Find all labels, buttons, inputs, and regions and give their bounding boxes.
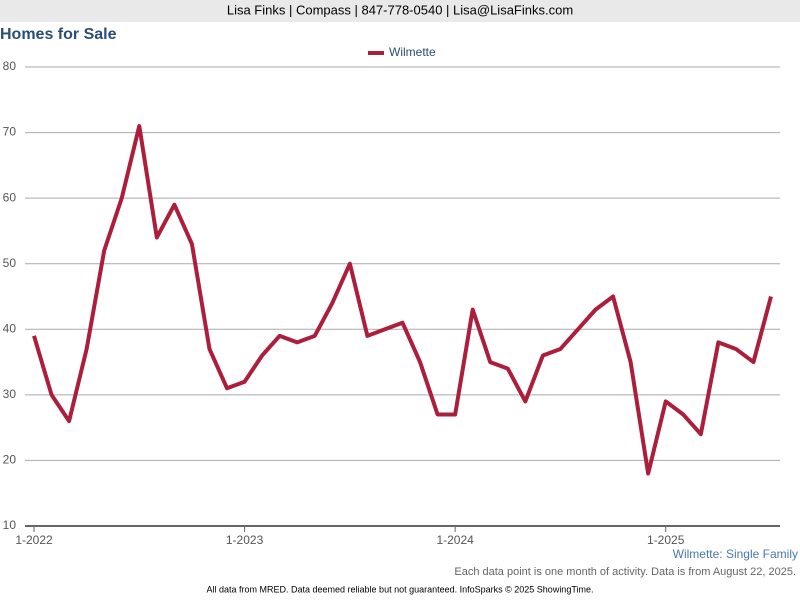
x-tick-label: 1-2023 [226,533,264,547]
x-tick-label: 1-2024 [436,533,474,547]
footer: All data from MRED. Data deemed reliable… [206,584,593,594]
subtitle: Wilmette: Single Family [673,547,798,561]
y-tick-label: 10 [3,518,17,532]
y-tick-label: 80 [3,59,17,73]
data-line [32,124,773,476]
y-tick-label: 40 [3,321,17,335]
chart-title: Homes for Sale [0,26,117,43]
x-tick-label: 1-2022 [15,533,53,547]
header-band [0,0,800,22]
y-tick-label: 60 [3,190,17,204]
note: Each data point is one month of activity… [454,566,796,578]
y-tick-label: 70 [3,125,17,139]
y-tick-label: 50 [3,256,17,270]
legend-label: Wilmette [389,45,436,59]
y-tick-label: 30 [3,387,17,401]
header-contact: Lisa Finks | Compass | 847-778-0540 | Li… [227,2,573,17]
y-tick-label: 20 [3,453,17,467]
x-tick-label: 1-2025 [647,533,685,547]
